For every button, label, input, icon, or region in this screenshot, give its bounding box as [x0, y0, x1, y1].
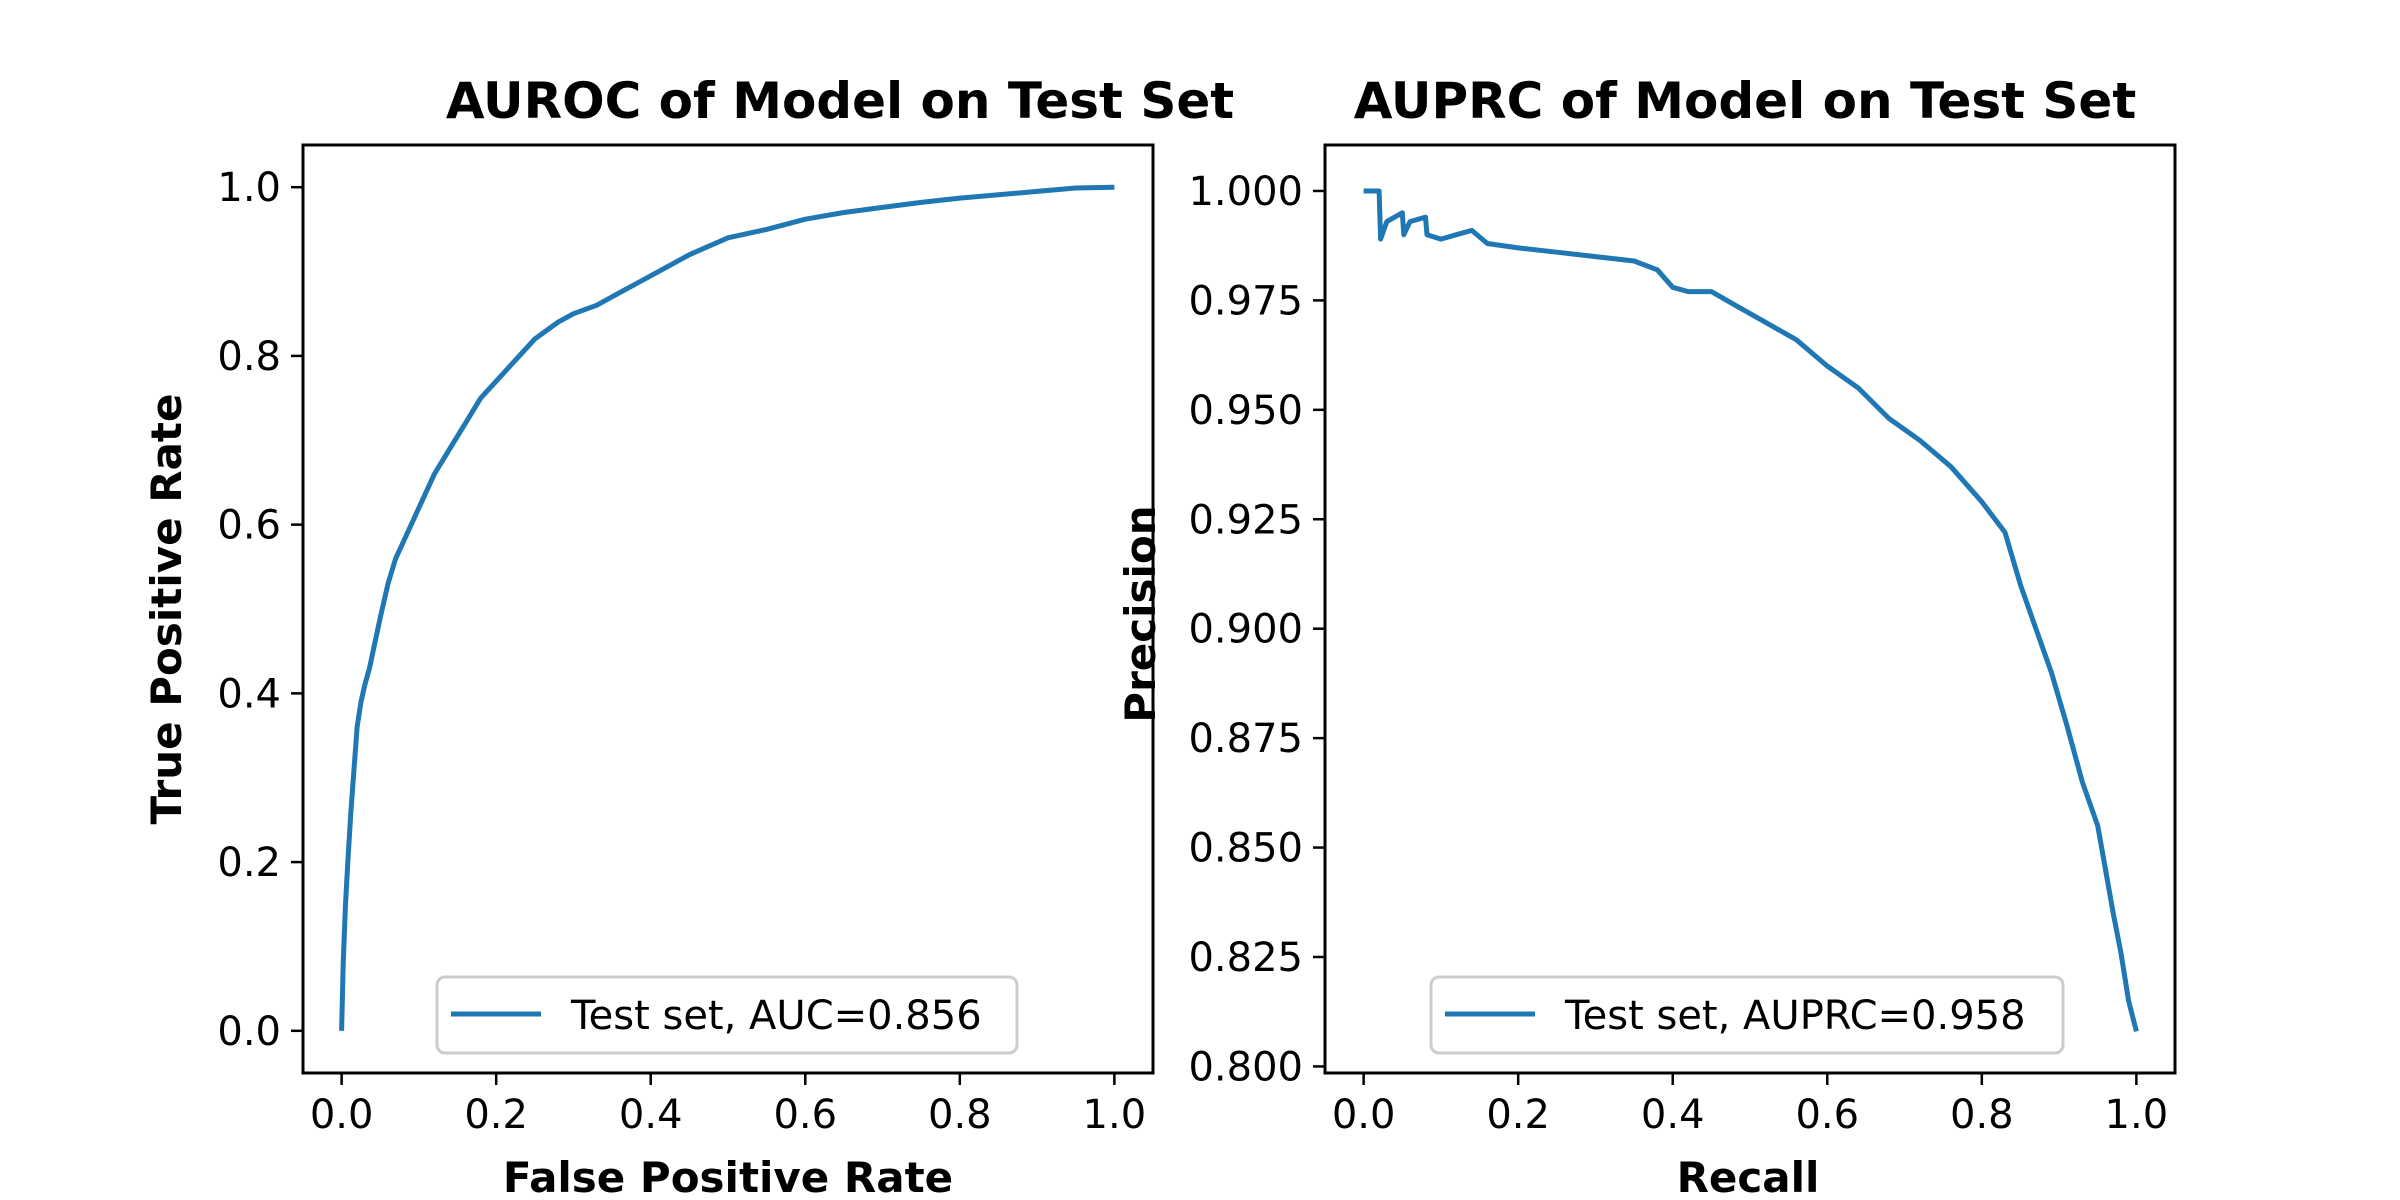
- auroc-y-tick-label: 1.0: [217, 165, 281, 211]
- auprc-chart-title: AUPRC of Model on Test Set: [1354, 72, 2137, 130]
- auroc-series-line: [339, 184, 1115, 1031]
- auroc-chart-title: AUROC of Model on Test Set: [446, 72, 1234, 130]
- auroc-y-tick-label: 0.6: [217, 503, 281, 549]
- auprc-y-tick-label: 0.800: [1188, 1044, 1303, 1090]
- auprc-x-tick-label: 1.0: [2105, 1092, 2169, 1138]
- auroc-ticks: 0.0 0.2 0.4 0.6 0.8 1.0 0.0 0.2 0.4 0.6 0.8 1.0: [217, 165, 1146, 1138]
- auprc-y-tick-label: 1.000: [1188, 169, 1303, 215]
- auprc-legend: Test set, AUPRC=0.958: [1429, 975, 2065, 1055]
- auroc-legend-box: [435, 975, 1019, 1055]
- auprc-panel: AUPRC of Model on Test Set 0.0 0.2 0.4 0.6 0…: [1116, 72, 2177, 1200]
- auprc-x-tick-label: 0.6: [1795, 1092, 1859, 1138]
- auroc-legend-label: Test set, AUC=0.856: [570, 993, 982, 1039]
- auprc-y-tick-label: 0.900: [1188, 607, 1303, 653]
- auroc-x-axis-label: False Positive Rate: [503, 1153, 953, 1200]
- auprc-series: [1363, 188, 2139, 1033]
- auroc-y-tick-label: 0.8: [217, 334, 281, 380]
- auroc-series: [339, 184, 1115, 1031]
- auprc-legend-box: [1429, 975, 2065, 1055]
- auroc-x-tick-label: 0.8: [928, 1092, 992, 1138]
- auroc-panel: AUROC of Model on Test Set 0.0 0.2 0.4 0.6 0…: [142, 72, 1234, 1200]
- auprc-y-tick-label: 0.825: [1188, 935, 1303, 981]
- auprc-ticks: 0.0 0.2 0.4 0.6 0.8 1.0 0.800 0.825 0.850 0.875 0.…: [1188, 169, 2168, 1138]
- auroc-axes-frame: [301, 143, 1155, 1075]
- auroc-x-tick-label: 0.2: [464, 1092, 528, 1138]
- auroc-y-tick-label: 0.4: [217, 671, 281, 717]
- auprc-y-tick-label: 0.950: [1188, 388, 1303, 434]
- auroc-y-tick-label: 0.2: [217, 840, 281, 886]
- auroc-y-tick-label: 0.0: [217, 1009, 281, 1055]
- auprc-x-tick-label: 0.0: [1332, 1092, 1396, 1138]
- auprc-x-tick-label: 0.8: [1950, 1092, 2014, 1138]
- auprc-x-tick-label: 0.4: [1641, 1092, 1705, 1138]
- auroc-x-tick-label: 1.0: [1083, 1092, 1147, 1138]
- auroc-x-tick-label: 0.0: [310, 1092, 374, 1138]
- auprc-axes-frame: [1323, 143, 2177, 1075]
- auprc-x-axis-label: Recall: [1677, 1153, 1820, 1200]
- auprc-x-tick-label: 0.2: [1486, 1092, 1550, 1138]
- auprc-legend-label: Test set, AUPRC=0.958: [1564, 993, 2026, 1039]
- auprc-y-tick-label: 0.875: [1188, 716, 1303, 762]
- auprc-y-axis-label: Precision: [1116, 505, 1165, 722]
- auroc-x-tick-label: 0.6: [773, 1092, 837, 1138]
- auprc-series-line: [1363, 188, 2139, 1033]
- auroc-y-axis-label: True Positive Rate: [142, 394, 191, 825]
- auroc-legend: Test set, AUC=0.856: [435, 975, 1019, 1055]
- auroc-x-tick-label: 0.4: [619, 1092, 683, 1138]
- auprc-y-tick-label: 0.925: [1188, 497, 1303, 543]
- auprc-y-tick-label: 0.850: [1188, 826, 1303, 872]
- auprc-y-tick-label: 0.975: [1188, 278, 1303, 324]
